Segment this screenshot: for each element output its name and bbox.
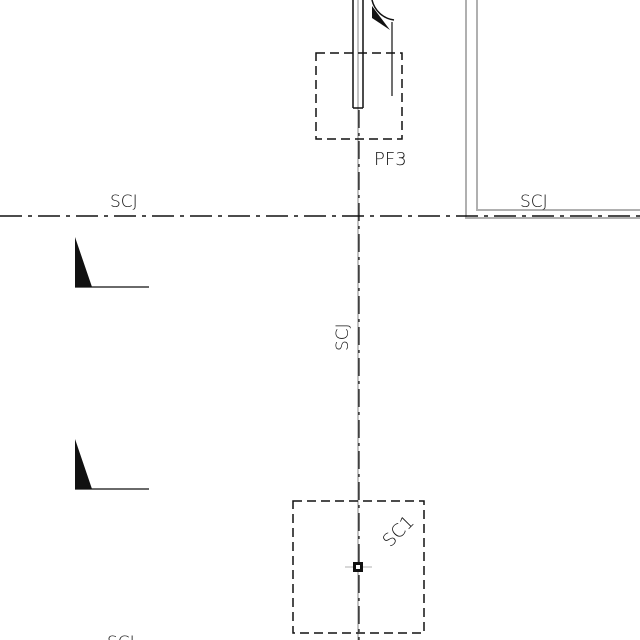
slope-symbol-lower xyxy=(75,439,149,490)
scj-label-right: SCJ xyxy=(520,192,548,212)
column-post xyxy=(352,0,364,109)
sc1-footing-box xyxy=(292,500,425,634)
slope-symbol-upper xyxy=(75,237,149,288)
sc1-label: SC1 xyxy=(379,512,419,552)
scj-label-left: SCJ xyxy=(110,192,138,212)
pf3-label: PF3 xyxy=(374,149,407,170)
column-marker-icon xyxy=(345,562,372,572)
wall-outline xyxy=(465,0,640,219)
scj-label-bottom: SCJ xyxy=(107,633,135,640)
scj-label-vertical: SCJ xyxy=(333,323,353,351)
door-swing-arc xyxy=(371,0,395,96)
pf3-footing-box xyxy=(315,52,403,140)
